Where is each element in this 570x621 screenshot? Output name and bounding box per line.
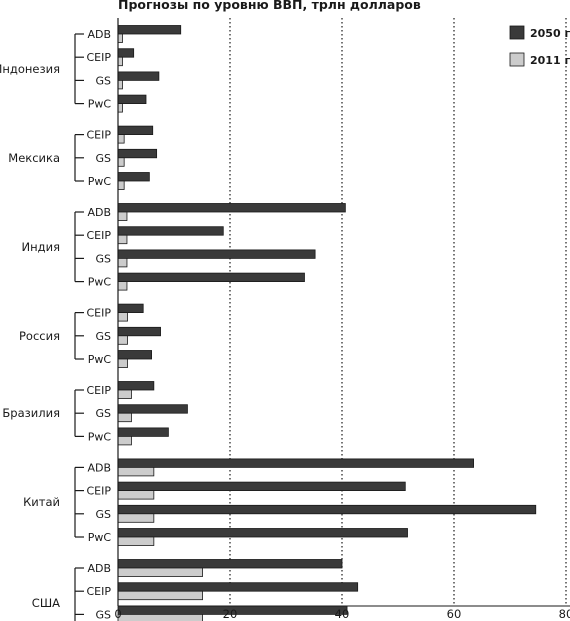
- bar-2011: [117, 33, 123, 43]
- bar-2050: [117, 48, 135, 58]
- bar-2011: [117, 590, 203, 601]
- bar-2050: [117, 303, 144, 314]
- tick-label: 20: [223, 607, 238, 621]
- source-label: GS: [95, 608, 111, 621]
- bar-2011: [117, 335, 128, 345]
- bar-2011: [117, 180, 125, 190]
- tick-label: 0: [114, 607, 121, 621]
- legend-label-y2011: 2011 г.: [530, 54, 570, 67]
- group-label: Россия: [19, 329, 60, 343]
- bar-2011: [117, 281, 128, 291]
- bar-2011: [117, 435, 132, 446]
- bar-2050: [117, 172, 150, 182]
- source-label: CEIP: [86, 307, 111, 320]
- group-label: Мексика: [8, 151, 60, 165]
- legend-label-y2050: 2050 г.: [530, 27, 570, 40]
- bar-2050: [117, 125, 154, 135]
- source-label: ADB: [87, 461, 111, 474]
- chart-title: Прогнозы по уровню ВВП, трлн долларов: [118, 0, 421, 12]
- legend: 2050 г. 2011 г.: [509, 25, 570, 67]
- source-label: PwC: [88, 430, 112, 443]
- source-label: GS: [95, 152, 111, 165]
- bar-2011: [117, 614, 203, 621]
- tick-label: 40: [335, 607, 350, 621]
- bar-2011: [117, 412, 132, 423]
- bar-2050: [117, 559, 343, 569]
- group-label: Китай: [23, 495, 60, 509]
- bar-2011: [117, 490, 155, 500]
- source-label: PwC: [88, 98, 112, 111]
- bar-2011: [117, 103, 123, 113]
- bar-2011: [117, 56, 123, 67]
- bar-2050: [117, 326, 161, 337]
- bar-2011: [117, 157, 125, 167]
- tick-label: 80: [559, 607, 570, 621]
- bar-2050: [117, 427, 169, 437]
- bar-2050: [117, 350, 152, 360]
- source-label: CEIP: [86, 129, 111, 142]
- bar-2050: [117, 25, 182, 35]
- bar-2011: [117, 536, 155, 546]
- source-label: GS: [95, 508, 111, 521]
- bar-2011: [117, 312, 128, 322]
- group-label: Бразилия: [2, 406, 60, 420]
- group-labels: ADB CEIP GS PwC Индонезия CEIP GS PwC Мексика ADB…: [0, 28, 111, 621]
- bar-2011: [117, 234, 128, 245]
- bar-2011: [117, 358, 128, 368]
- bar-2050: [117, 94, 147, 104]
- bar-2011: [117, 80, 123, 90]
- bar-2011: [117, 389, 132, 399]
- source-label: PwC: [88, 353, 112, 366]
- legend-swatch-y2011: [509, 52, 525, 67]
- bar-2050: [117, 272, 305, 283]
- bar-2050: [117, 71, 160, 81]
- source-label: GS: [95, 252, 111, 265]
- bars: [117, 25, 537, 621]
- bar-2050: [117, 381, 155, 391]
- bar-2050: [117, 458, 475, 468]
- bar-2011: [117, 466, 155, 477]
- bar-2011: [117, 513, 155, 523]
- source-label: CEIP: [86, 51, 111, 64]
- bar-2011: [117, 257, 128, 268]
- bar-2011: [117, 567, 203, 577]
- bar-2050: [117, 504, 537, 515]
- group-label: США: [32, 596, 60, 610]
- source-label: ADB: [87, 206, 111, 219]
- bar-2050: [117, 582, 359, 592]
- grid-lines: [229, 18, 567, 606]
- source-label: GS: [95, 407, 111, 420]
- bar-2050: [117, 203, 346, 213]
- source-label: CEIP: [86, 485, 111, 498]
- bar-2011: [117, 211, 128, 221]
- bar-2050: [117, 249, 316, 259]
- source-label: PwC: [88, 276, 112, 289]
- bar-2050: [117, 404, 188, 414]
- bar-2011: [117, 134, 125, 144]
- legend-swatch-y2050: [509, 25, 525, 40]
- bar-2050: [117, 528, 408, 538]
- source-label: ADB: [87, 562, 111, 575]
- bar-2050: [117, 226, 224, 236]
- x-axis: 0 20 40 60 80: [114, 18, 570, 621]
- tick-label: 60: [447, 607, 462, 621]
- bar-2050: [117, 481, 406, 492]
- bar-2050: [117, 148, 158, 159]
- group-label: Индонезия: [0, 62, 60, 76]
- source-label: ADB: [87, 28, 111, 41]
- source-label: CEIP: [86, 585, 111, 598]
- source-label: PwC: [88, 531, 112, 544]
- source-label: GS: [95, 74, 111, 87]
- group-label: Индия: [22, 240, 60, 254]
- source-label: PwC: [88, 175, 112, 188]
- source-label: CEIP: [86, 384, 111, 397]
- source-label: GS: [95, 330, 111, 343]
- source-label: CEIP: [86, 229, 111, 242]
